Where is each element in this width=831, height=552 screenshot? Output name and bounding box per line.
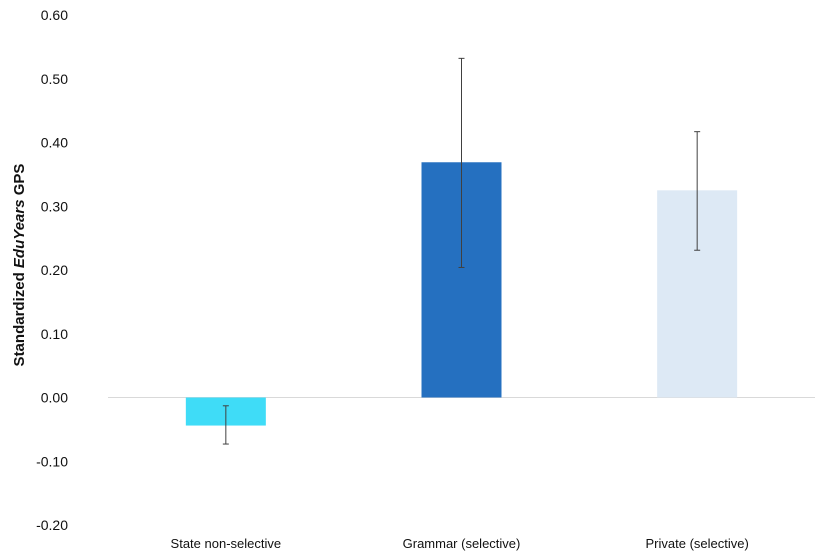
error-bars <box>222 57 701 445</box>
y-tick-label: 0.40 <box>41 135 68 151</box>
y-tick-label: 0.30 <box>41 198 68 214</box>
category-label: Grammar (selective) <box>403 536 521 551</box>
y-tick-label: 0.20 <box>41 262 68 278</box>
y-axis-label-part: EduYears <box>11 199 28 268</box>
y-axis-tick-labels: -0.20 -0.10 0.00 0.10 0.20 0.30 0.40 0.50 0.60 <box>36 7 68 533</box>
error-bar <box>222 405 229 445</box>
y-tick-label: 0.00 <box>41 390 68 406</box>
category-label: State non-selective <box>171 536 282 551</box>
y-tick-label: -0.10 <box>36 453 68 469</box>
y-axis-label-part: Standardized <box>11 268 28 366</box>
error-bar <box>458 57 465 268</box>
error-bar <box>694 131 701 251</box>
y-axis-label-part: GPS <box>11 164 28 200</box>
y-axis-label: Standardized EduYears GPS <box>11 164 28 367</box>
y-tick-label: -0.20 <box>36 517 68 533</box>
y-tick-label: 0.60 <box>41 7 68 23</box>
y-tick-label: 0.10 <box>41 326 68 342</box>
x-axis-category-labels: State non-selective Grammar (selective) Pr… <box>171 536 749 551</box>
category-label: Private (selective) <box>646 536 749 551</box>
y-tick-label: 0.50 <box>41 71 68 87</box>
